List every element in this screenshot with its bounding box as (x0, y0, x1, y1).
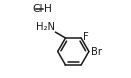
Text: F: F (83, 32, 89, 42)
Text: Br: Br (91, 47, 102, 57)
Text: H₂N: H₂N (36, 22, 55, 32)
Text: Cl: Cl (32, 4, 42, 14)
Text: H: H (44, 4, 51, 14)
